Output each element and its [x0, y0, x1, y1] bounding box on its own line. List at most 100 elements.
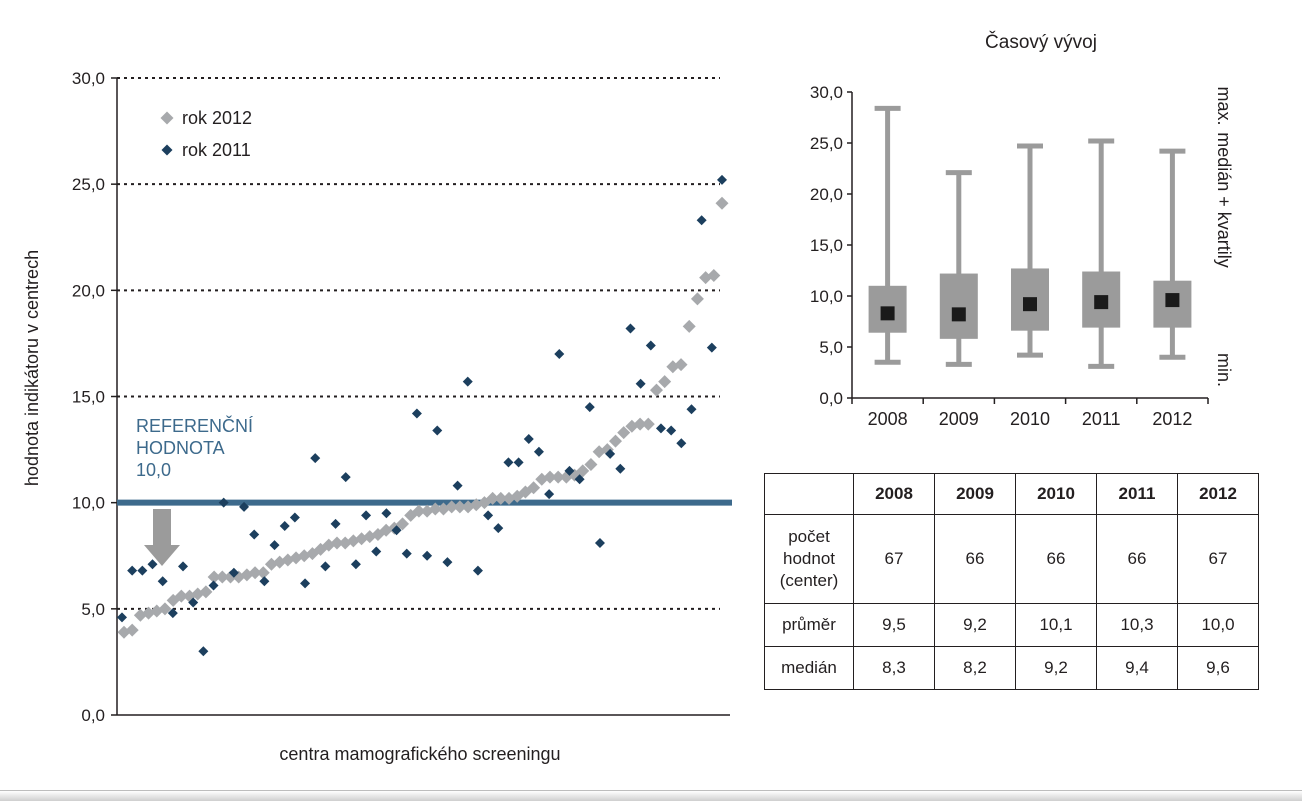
table-header-cell: 2009 [934, 473, 1016, 515]
table-cell: 9,6 [1177, 646, 1259, 690]
table-cell: 10,0 [1177, 603, 1259, 647]
iqr-box [939, 273, 978, 339]
table-cell: 8,3 [853, 646, 935, 690]
data-point-2011 [208, 580, 219, 591]
table-row-label: počet hodnot (center) [764, 514, 854, 604]
data-point-2011 [188, 597, 199, 608]
data-point-2011 [259, 576, 270, 587]
table-row: průměr 9,5 9,2 10,1 10,3 10,0 [764, 603, 1259, 647]
table-row: medián 8,3 8,2 9,2 9,4 9,6 [764, 646, 1259, 690]
data-point-2012 [256, 566, 270, 580]
y-tick-label: 25,0 [810, 134, 843, 153]
data-point-2012 [396, 517, 410, 531]
data-point-2011 [381, 508, 392, 519]
data-point-2012 [551, 470, 565, 484]
data-point-2011 [371, 546, 382, 557]
data-point-2011 [239, 501, 250, 512]
data-point-2012 [658, 375, 672, 389]
scatter-chart: 0,0 5,0 10,0 15,0 20,0 25,0 30,0 REFERENČNÍHOD… [22, 69, 732, 764]
data-point-2011 [320, 561, 331, 572]
table-cell: 10,1 [1015, 603, 1097, 647]
data-point-2011 [401, 548, 412, 559]
table-row-label-line: počet [788, 527, 830, 546]
y-axis-label: hodnota indikátoru v centrech [22, 250, 42, 486]
data-point-2011 [340, 472, 351, 483]
data-point-2011 [696, 215, 707, 226]
data-point-2011 [157, 576, 168, 587]
data-point-2011 [594, 538, 605, 549]
data-point-2012 [543, 470, 557, 484]
data-point-2011 [635, 378, 646, 389]
data-point-2011 [605, 448, 616, 459]
data-point-2012 [248, 566, 262, 580]
data-point-2011 [544, 489, 555, 500]
data-point-2011 [717, 174, 727, 185]
legend-marker-2011 [161, 144, 173, 156]
median-marker [880, 306, 895, 321]
data-point-2011 [686, 404, 697, 415]
y-tick-label: 0,0 [819, 389, 843, 408]
data-point-2011 [411, 408, 422, 419]
data-point-2012 [453, 500, 467, 514]
table-row-label: medián [764, 646, 854, 690]
x-tick-label: 2010 [1010, 409, 1050, 429]
frame-bottom-edge [0, 790, 1302, 801]
data-point-2011 [554, 349, 565, 360]
table-cell: 10,3 [1096, 603, 1178, 647]
median-marker [1094, 295, 1109, 310]
data-point-2011 [452, 480, 463, 491]
table-header-cell: 2012 [1177, 473, 1259, 515]
table-cell: 66 [1096, 514, 1178, 604]
table-cell: 8,2 [934, 646, 1016, 690]
stats-table: 2008 2009 2010 2011 2012 počet hodnot (center)… [764, 473, 1259, 690]
reference-label: 10,0 [136, 460, 171, 480]
x-tick-label: 2008 [868, 409, 908, 429]
table-cell: 66 [934, 514, 1016, 604]
table-cell: 9,2 [1015, 646, 1097, 690]
y-tick-label: 30,0 [810, 83, 843, 102]
data-point-2011 [503, 457, 514, 468]
data-point-2011 [564, 465, 575, 476]
table-header-cell: 2010 [1015, 473, 1097, 515]
data-point-2012 [445, 500, 459, 514]
y-tick-label: 25,0 [72, 175, 105, 194]
data-point-2012 [412, 504, 426, 518]
data-point-2011 [147, 559, 158, 570]
data-point-2012 [690, 292, 704, 306]
table-cell: 9,5 [853, 603, 935, 647]
reference-arrow [144, 509, 180, 566]
data-point-2011 [625, 323, 636, 334]
data-point-2011 [523, 433, 534, 444]
data-point-2012 [158, 602, 172, 616]
legend-label-2011: rok 2011 [182, 140, 251, 160]
data-point-2012 [584, 457, 598, 471]
table-cell: 67 [853, 514, 935, 604]
data-point-2011 [493, 523, 504, 534]
data-point-2012 [617, 426, 631, 440]
box-legend-label: max. [1214, 86, 1234, 125]
data-point-2011 [137, 565, 148, 576]
data-point-2011 [289, 512, 300, 523]
data-point-2011 [676, 438, 687, 449]
data-point-2012 [207, 570, 221, 584]
data-point-2011 [472, 565, 483, 576]
data-point-2012 [527, 481, 541, 495]
y-tick-label: 15,0 [72, 388, 105, 407]
x-axis-label: centra mamografického screeningu [279, 744, 560, 764]
data-point-2012 [486, 491, 500, 505]
table-row-label-line: medián [781, 658, 837, 677]
data-point-2011 [391, 525, 402, 536]
table-header-row: 2008 2009 2010 2011 2012 [764, 473, 1259, 515]
data-point-2012 [674, 358, 688, 372]
box-plot-chart: 0,0 5,0 10,0 15,0 20,0 25,0 30,0 2008 2009 2010 20… [810, 31, 1234, 429]
data-point-2011 [228, 567, 239, 578]
table-cell: 66 [1015, 514, 1097, 604]
table-header-cell: 2011 [1096, 473, 1178, 515]
y-tick-label: 10,0 [810, 287, 843, 306]
data-point-2011 [127, 565, 138, 576]
data-point-2011 [615, 463, 626, 474]
y-tick-label: 0,0 [81, 706, 105, 725]
data-point-2011 [706, 342, 717, 353]
data-point-2011 [218, 497, 229, 508]
